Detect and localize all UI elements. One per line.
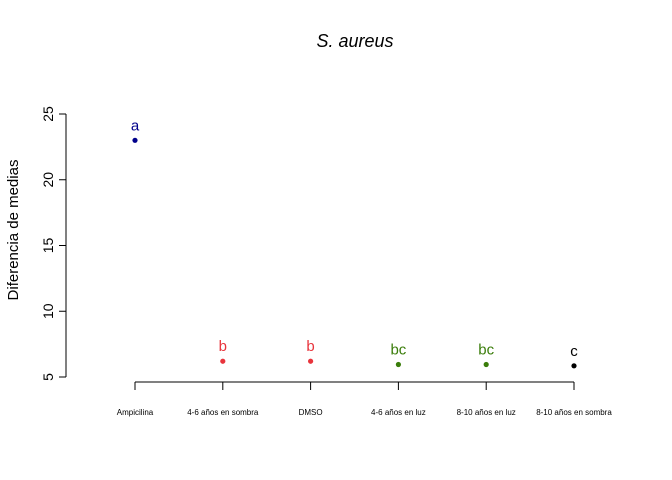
group-letter-labels: a b b bc bc c (131, 117, 578, 360)
x-tick-label: 8-10 años en sombra (536, 408, 612, 417)
x-tick-label: 4-6 años en sombra (187, 408, 259, 417)
group-letter-label: bc (478, 342, 494, 359)
chart-title: S. aureus (316, 31, 393, 51)
y-tick-label: 25 (40, 106, 56, 122)
y-axis-ticks: 5 10 15 20 25 (40, 106, 66, 381)
x-tick-label: DMSO (299, 408, 323, 417)
data-point (308, 358, 314, 364)
group-letter-label: b (219, 338, 227, 355)
data-point (571, 363, 577, 369)
x-axis-ticks: Ampicilina 4-6 años en sombra DMSO 4-6 años… (117, 382, 612, 417)
y-tick-label: 15 (40, 238, 56, 254)
data-point (483, 361, 489, 368)
group-letter-label: a (131, 117, 140, 134)
y-axis-label: Diferencia de medias (5, 160, 22, 301)
data-point (220, 358, 226, 364)
data-point (132, 137, 138, 143)
data-points (132, 137, 577, 369)
group-letter-label: bc (390, 342, 406, 359)
data-point (395, 361, 401, 368)
group-letter-label: c (570, 343, 578, 360)
x-tick-label: 8-10 años en luz (457, 408, 516, 417)
x-tick-label: 4-6 años en luz (371, 408, 426, 417)
y-tick-label: 10 (40, 303, 56, 319)
y-tick-label: 5 (40, 373, 56, 381)
group-letter-label: b (306, 338, 314, 355)
y-tick-label: 20 (40, 172, 56, 188)
x-tick-label: Ampicilina (117, 408, 154, 417)
